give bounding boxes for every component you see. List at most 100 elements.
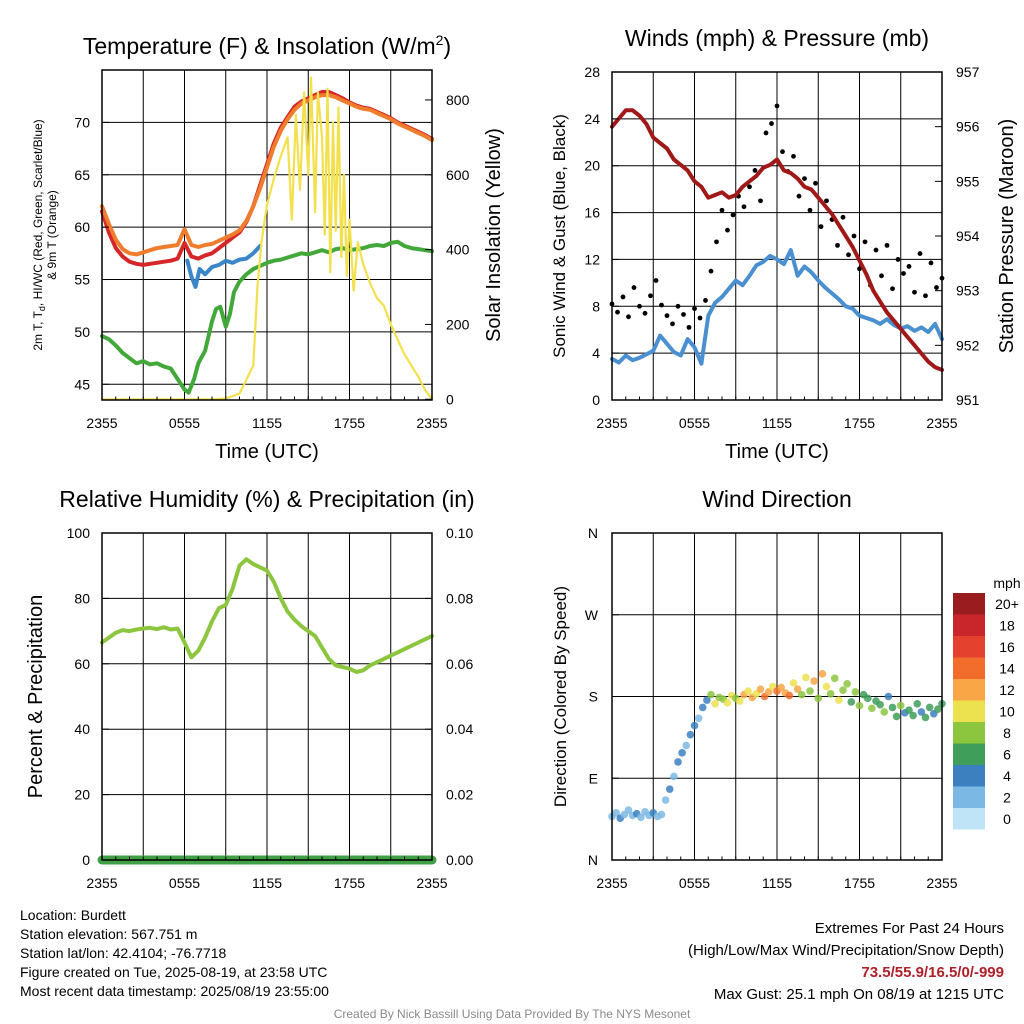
y-axis-label: Percent & Precipitation xyxy=(25,595,47,798)
series-station-pressure xyxy=(610,108,944,372)
data-point xyxy=(789,679,798,687)
y-tick-label: 20 xyxy=(74,787,90,803)
x-tick-label: 1155 xyxy=(762,875,792,891)
y-tick-label: 16 xyxy=(584,205,600,221)
y-tick-label: 80 xyxy=(74,590,90,606)
data-point xyxy=(826,689,835,698)
data-point xyxy=(711,699,719,708)
y2-tick-label: 951 xyxy=(956,392,980,408)
station-info: Location: Burdett Station elevation: 567… xyxy=(20,906,329,1001)
data-point xyxy=(917,708,926,716)
data-point xyxy=(690,721,699,730)
chart-panel-1: 2355 0555 1155 1755 2355 45 50 55 60 65 70 0 200 400 6… xyxy=(31,32,505,463)
series-sonic-wind xyxy=(610,248,944,366)
data-point xyxy=(620,294,626,300)
data-point xyxy=(884,692,893,701)
y2-tick-label: 0.08 xyxy=(446,590,473,606)
series-hi-wc xyxy=(185,244,263,289)
data-point xyxy=(708,268,714,274)
x-tick-label: 1755 xyxy=(844,415,875,431)
data-point xyxy=(909,711,917,720)
legend-label: 20+ xyxy=(995,596,1019,612)
y-tick-label: 8 xyxy=(592,298,600,314)
y-axis-label: Sonic Wind & Gust (Blue, Black) xyxy=(550,114,569,358)
data-point xyxy=(657,810,666,819)
legend-swatch xyxy=(953,679,985,701)
data-point xyxy=(855,701,864,710)
data-point xyxy=(692,306,697,312)
data-point xyxy=(862,239,868,245)
data-point xyxy=(725,227,730,233)
y-tick-label: 20 xyxy=(584,158,600,174)
x-tick-label: 0555 xyxy=(169,875,200,891)
data-point xyxy=(835,242,840,248)
y-tick-label: E xyxy=(589,770,598,786)
data-point xyxy=(615,309,620,315)
extremes-values: 73.5/55.9/16.5/0/-999 xyxy=(861,964,1004,981)
y-tick-label: N xyxy=(588,525,598,541)
station-latlon: Station lat/lon: 42.4104; -76.7718 xyxy=(20,945,227,961)
data-point xyxy=(888,703,897,712)
y2-tick-label: 0.00 xyxy=(446,852,473,868)
y-tick-label: 28 xyxy=(584,64,600,80)
data-point xyxy=(925,703,934,712)
y2-tick-label: 0.04 xyxy=(446,721,473,737)
x-tick-label: 2355 xyxy=(596,875,627,891)
legend-label: 12 xyxy=(999,682,1015,698)
data-point xyxy=(763,130,769,136)
data-point xyxy=(917,251,923,256)
data-point xyxy=(675,303,681,309)
data-point xyxy=(806,687,814,695)
x-tick-label: 2355 xyxy=(596,415,627,431)
data-point xyxy=(857,266,862,272)
legend-swatch xyxy=(953,636,985,658)
data-point xyxy=(892,712,901,721)
y2-tick-label: 0.10 xyxy=(446,525,473,541)
x-tick-label: 1155 xyxy=(252,415,282,431)
legend-swatch xyxy=(953,614,985,636)
data-point xyxy=(678,749,686,757)
y-tick-label: 0 xyxy=(592,392,600,408)
x-tick-label: 2355 xyxy=(926,415,957,431)
y-tick-label: 0 xyxy=(82,852,90,868)
data-point xyxy=(846,252,851,258)
data-point xyxy=(747,184,752,190)
chart-panel-3: 2355 0555 1155 1755 2355 0 20 40 60 80 100 0.00 0.02… xyxy=(25,486,475,891)
data-point xyxy=(797,690,806,699)
legend-swatch xyxy=(953,808,985,830)
x-tick-label: 1155 xyxy=(252,875,282,891)
y-axis-label: Direction (Colored By Speed) xyxy=(551,586,570,807)
legend-label: 8 xyxy=(1003,725,1011,741)
data-point xyxy=(876,700,884,709)
y2-tick-label: 953 xyxy=(956,283,980,299)
data-point xyxy=(839,686,847,694)
chart-title: Winds (mph) & Pressure (mb) xyxy=(625,25,929,51)
data-point xyxy=(791,153,796,159)
x-axis-label: Time (UTC) xyxy=(215,441,319,463)
data-point xyxy=(612,808,620,817)
y2-tick-label: 0.02 xyxy=(446,787,473,803)
data-point xyxy=(880,708,889,716)
y2-tick-label: 0 xyxy=(446,391,454,407)
chart-title: Wind Direction xyxy=(702,486,852,512)
x-tick-label: 1755 xyxy=(334,875,365,891)
chart-panel-2: 2355 0555 1155 1755 2355 0 4 8 12 16 20 24 28 951 952 9… xyxy=(550,25,1018,463)
data-point xyxy=(895,257,901,262)
y2-tick-label: 955 xyxy=(956,173,980,189)
legend-label: 10 xyxy=(999,704,1015,720)
y-tick-label: 4 xyxy=(592,345,600,361)
data-point xyxy=(744,687,752,695)
y2-axis-label: Solar Insolation (Yellow) xyxy=(483,128,505,342)
data-point xyxy=(719,207,725,213)
legend-label: 6 xyxy=(1003,747,1011,763)
max-gust: Max Gust: 25.1 mph On 08/19 at 1215 UTC xyxy=(713,986,1004,1003)
y-tick-label: 24 xyxy=(584,111,600,127)
data-point xyxy=(901,271,906,276)
y-axis-label-line2: & 9m T (Orange) xyxy=(45,190,59,280)
data-point xyxy=(863,694,872,703)
y2-tick-label: 200 xyxy=(446,316,470,332)
data-point xyxy=(637,303,642,309)
data-point xyxy=(868,704,876,713)
credit-line: Created By Nick Bassill Using Data Provi… xyxy=(333,1007,691,1021)
data-point xyxy=(730,212,736,218)
